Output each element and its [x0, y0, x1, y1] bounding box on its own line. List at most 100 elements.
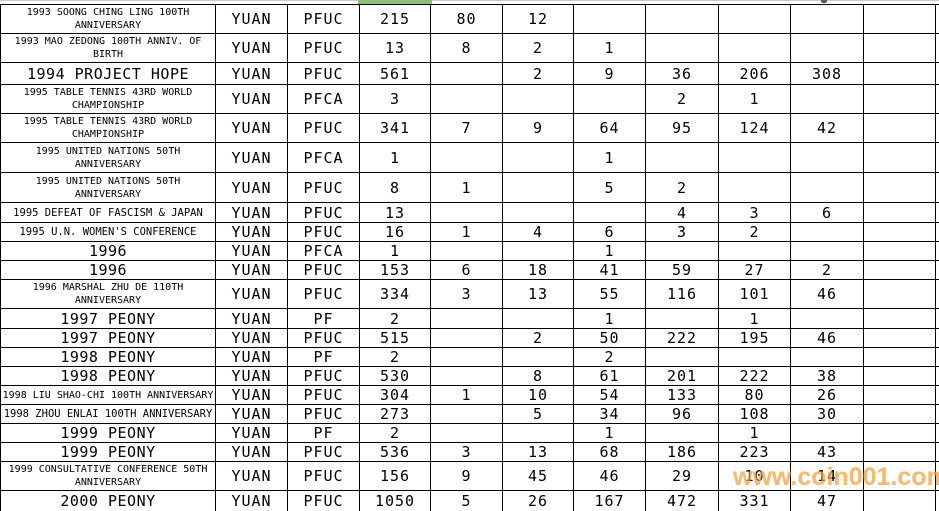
grade-cell[interactable]: PF [287, 347, 360, 367]
value-cell[interactable] [863, 62, 936, 85]
value-cell[interactable]: 5 [502, 404, 574, 424]
value-cell[interactable]: 80 [718, 385, 791, 405]
value-cell[interactable]: 222 [645, 328, 719, 348]
value-cell[interactable]: 2 [359, 423, 431, 443]
value-cell[interactable] [790, 423, 864, 443]
value-cell[interactable]: 54 [573, 385, 646, 405]
value-cell[interactable] [502, 241, 574, 261]
description-cell[interactable]: 1996 [0, 241, 216, 261]
value-cell[interactable]: 18 [502, 260, 574, 280]
value-cell[interactable]: 1 [359, 142, 431, 173]
value-cell[interactable]: 2 [502, 33, 574, 63]
value-cell[interactable] [430, 347, 503, 367]
value-cell[interactable] [718, 347, 791, 367]
value-cell[interactable]: 55 [573, 279, 646, 309]
value-cell[interactable]: 80 [430, 4, 503, 34]
value-cell[interactable]: 95 [645, 113, 719, 143]
description-cell[interactable]: 1996 MARSHAL ZHU DE 110TH ANNIVERSARY [0, 279, 216, 309]
value-cell[interactable]: 1 [573, 142, 646, 173]
value-cell[interactable]: 5 [430, 490, 503, 511]
value-cell[interactable]: 8 [359, 172, 431, 203]
currency-cell[interactable]: YUAN [215, 279, 288, 309]
value-cell[interactable]: 38 [790, 366, 864, 386]
value-cell[interactable]: 215 [359, 4, 431, 34]
grade-cell[interactable]: PFUC [287, 202, 360, 223]
grade-cell[interactable]: PFUC [287, 33, 360, 63]
grade-cell[interactable]: PFCA [287, 241, 360, 261]
description-cell[interactable]: 1995 TABLE TENNIS 43RD WORLD CHAMPIONSHI… [0, 84, 216, 114]
value-cell[interactable]: 2 [573, 347, 646, 367]
value-cell[interactable] [863, 4, 936, 34]
value-cell[interactable]: 341 [359, 113, 431, 143]
value-cell[interactable]: 334 [359, 279, 431, 309]
value-cell[interactable]: 561 [359, 62, 431, 85]
grade-cell[interactable]: PFUC [287, 442, 360, 462]
value-cell[interactable]: 124 [718, 113, 791, 143]
value-cell[interactable]: 3 [645, 222, 719, 242]
value-cell[interactable]: 8 [430, 33, 503, 63]
description-cell[interactable]: 1999 PEONY [0, 423, 216, 443]
value-cell[interactable]: 108 [718, 404, 791, 424]
value-cell[interactable] [502, 172, 574, 203]
value-cell[interactable] [645, 4, 719, 34]
description-cell[interactable]: 1995 TABLE TENNIS 43RD WORLD CHAMPIONSHI… [0, 113, 216, 143]
grade-cell[interactable]: PFCA [287, 142, 360, 173]
description-cell[interactable]: 1995 U.N. WOMEN'S CONFERENCE [0, 222, 216, 242]
currency-cell[interactable]: YUAN [215, 33, 288, 63]
description-cell[interactable]: 1998 PEONY [0, 347, 216, 367]
value-cell[interactable]: 1 [718, 423, 791, 443]
value-cell[interactable]: 536 [359, 442, 431, 462]
currency-cell[interactable]: YUAN [215, 423, 288, 443]
currency-cell[interactable]: YUAN [215, 442, 288, 462]
value-cell[interactable]: 1 [430, 385, 503, 405]
value-cell[interactable]: 13 [502, 442, 574, 462]
value-cell[interactable] [863, 347, 936, 367]
value-cell[interactable] [502, 347, 574, 367]
value-cell[interactable]: 2 [790, 260, 864, 280]
value-cell[interactable] [645, 347, 719, 367]
value-cell[interactable]: 2 [718, 222, 791, 242]
value-cell[interactable] [863, 385, 936, 405]
grade-cell[interactable]: PF [287, 423, 360, 443]
value-cell[interactable]: 9 [502, 113, 574, 143]
value-cell[interactable] [718, 33, 791, 63]
value-cell[interactable]: 530 [359, 366, 431, 386]
value-cell[interactable]: 1 [718, 84, 791, 114]
value-cell[interactable] [573, 84, 646, 114]
value-cell[interactable] [863, 142, 936, 173]
currency-cell[interactable]: YUAN [215, 4, 288, 34]
value-cell[interactable]: 1050 [359, 490, 431, 511]
description-cell[interactable]: 1993 SOONG CHING LING 100TH ANNIVERSARY [0, 4, 216, 34]
value-cell[interactable] [863, 404, 936, 424]
value-cell[interactable]: 304 [359, 385, 431, 405]
value-cell[interactable] [790, 142, 864, 173]
value-cell[interactable] [863, 366, 936, 386]
value-cell[interactable]: 46 [573, 461, 646, 491]
value-cell[interactable] [863, 241, 936, 261]
value-cell[interactable] [645, 33, 719, 63]
currency-cell[interactable]: YUAN [215, 404, 288, 424]
value-cell[interactable] [863, 202, 936, 223]
value-cell[interactable]: 9 [573, 62, 646, 85]
value-cell[interactable]: 116 [645, 279, 719, 309]
value-cell[interactable]: 8 [502, 366, 574, 386]
value-cell[interactable]: 7 [430, 113, 503, 143]
value-cell[interactable] [430, 142, 503, 173]
value-cell[interactable] [790, 347, 864, 367]
value-cell[interactable]: 153 [359, 260, 431, 280]
value-cell[interactable]: 50 [573, 328, 646, 348]
value-cell[interactable]: 46 [790, 328, 864, 348]
value-cell[interactable] [645, 308, 719, 329]
currency-cell[interactable]: YUAN [215, 62, 288, 85]
value-cell[interactable] [430, 241, 503, 261]
currency-cell[interactable]: YUAN [215, 347, 288, 367]
value-cell[interactable] [430, 62, 503, 85]
value-cell[interactable] [863, 328, 936, 348]
grade-cell[interactable]: PF [287, 308, 360, 329]
value-cell[interactable]: 1 [430, 222, 503, 242]
value-cell[interactable] [430, 366, 503, 386]
value-cell[interactable]: 61 [573, 366, 646, 386]
description-cell[interactable]: 1995 UNITED NATIONS 50TH ANNIVERSARY [0, 172, 216, 203]
currency-cell[interactable]: YUAN [215, 84, 288, 114]
currency-cell[interactable]: YUAN [215, 385, 288, 405]
